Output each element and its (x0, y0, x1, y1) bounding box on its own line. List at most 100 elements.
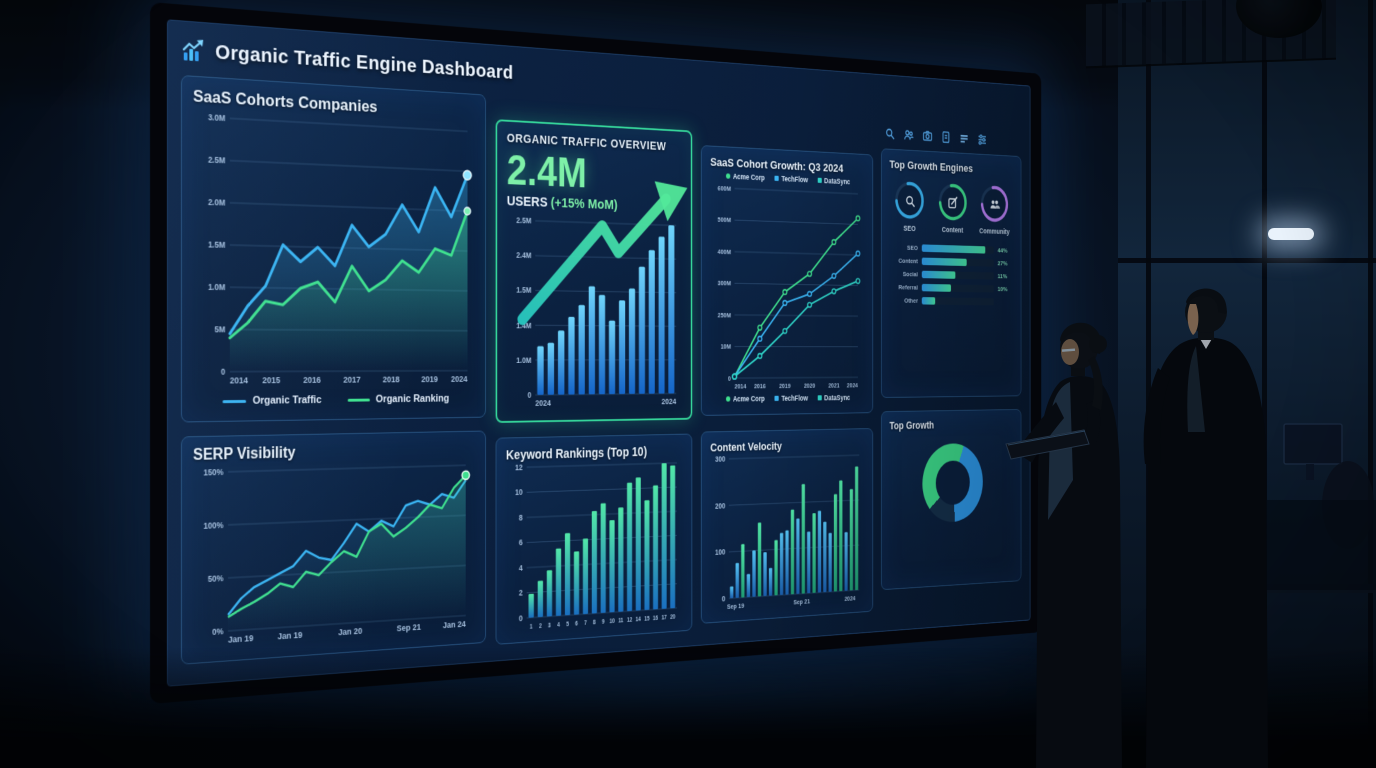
legend-swatch (774, 175, 779, 182)
community-engine-ring: Community (977, 183, 1013, 236)
growth-channel-row: SEO 44% (889, 243, 1013, 254)
svg-text:1.5M: 1.5M (516, 286, 531, 295)
svg-text:2019: 2019 (421, 374, 438, 384)
screen-bezel: Organic Traffic Engine Dashboard SaaS Co… (150, 2, 1042, 704)
search-icon[interactable] (885, 127, 895, 141)
legend-item: Organic Traffic (222, 394, 321, 407)
growth-channel-row: Content 27% (889, 257, 1013, 268)
dashboard: Organic Traffic Engine Dashboard SaaS Co… (166, 19, 1031, 687)
svg-text:2024: 2024 (535, 398, 551, 408)
menu-icon[interactable] (959, 132, 969, 146)
svg-text:10M: 10M (721, 343, 731, 351)
legend-item: Acme Corp (725, 172, 765, 182)
svg-text:0: 0 (528, 391, 532, 399)
svg-text:6: 6 (575, 621, 578, 628)
channel-bar (921, 270, 994, 280)
svg-text:8: 8 (519, 514, 523, 523)
content-engine-ring: Content (934, 181, 970, 235)
svg-text:500M: 500M (718, 216, 731, 224)
users-icon[interactable] (904, 128, 914, 142)
svg-text:50%: 50% (208, 574, 224, 584)
legend-swatch (725, 396, 731, 402)
svg-text:2.0M: 2.0M (208, 198, 225, 208)
channel-value: 10% (997, 285, 1008, 293)
legend-swatch (817, 177, 822, 183)
settings-sliders-icon[interactable] (977, 133, 987, 147)
legend-swatch (222, 399, 247, 403)
svg-text:1: 1 (530, 624, 533, 631)
svg-text:17: 17 (662, 615, 668, 622)
svg-text:0: 0 (728, 375, 731, 383)
svg-text:0%: 0% (212, 627, 224, 637)
svg-text:2020: 2020 (804, 382, 815, 390)
edit-icon (937, 181, 968, 223)
growth-channel-row: Other (889, 297, 1013, 306)
svg-text:2.5M: 2.5M (208, 155, 225, 165)
growth-channel-row: Social 11% (889, 270, 1013, 280)
svg-text:2.4M: 2.4M (516, 251, 531, 260)
svg-text:2019: 2019 (779, 382, 790, 390)
legend-swatch (817, 395, 822, 401)
channel-bar (921, 244, 994, 254)
svg-text:9: 9 (602, 619, 605, 626)
svg-text:Jan 19: Jan 19 (228, 633, 253, 645)
metric-delta: (+15% MoM) (550, 194, 618, 213)
saas-cohorts-line-chart: 3.0M 2.5M 2.0M 1.5M 1.0M 5M 0 2014 2015 2016 2017 2… (193, 106, 475, 391)
svg-text:400M: 400M (718, 248, 731, 256)
svg-text:300: 300 (715, 455, 725, 463)
engine-ring-label: Content (941, 225, 964, 235)
svg-text:Jan 24: Jan 24 (443, 619, 466, 630)
legend-item: DataSync (817, 176, 850, 186)
growth-channel-bars: SEO 44% Content 27% Social 11% Referral 10% Othe… (889, 243, 1013, 306)
legend-swatch (774, 395, 779, 401)
top-growth-donut-chart (922, 442, 983, 524)
panel-title: Top Growth (889, 419, 935, 432)
dashboard-toolbar (885, 125, 1020, 150)
channel-label: Other (904, 296, 918, 305)
svg-text:2018: 2018 (383, 374, 400, 384)
svg-text:1.0M: 1.0M (208, 283, 225, 292)
seo-engine-ring: SEO (891, 179, 928, 233)
svg-text:2.5M: 2.5M (516, 216, 531, 225)
cohort-growth-legend-bottom: Acme Corp TechFlow DataSync (710, 391, 864, 407)
svg-text:12: 12 (627, 617, 633, 624)
panel-title: Top Growth Engines (889, 157, 973, 175)
legend-item: Organic Ranking (347, 393, 449, 405)
svg-text:2024: 2024 (844, 594, 856, 603)
svg-text:Jan 19: Jan 19 (278, 630, 303, 642)
svg-text:2015: 2015 (262, 375, 280, 385)
svg-text:20: 20 (670, 614, 676, 621)
svg-text:3: 3 (548, 623, 551, 630)
channel-value: 11% (997, 272, 1008, 280)
legend-item: DataSync (817, 393, 850, 402)
legend-swatch (725, 173, 731, 179)
svg-text:2024: 2024 (451, 374, 467, 384)
svg-text:8: 8 (593, 619, 596, 626)
svg-text:0: 0 (722, 595, 726, 603)
channel-bar (921, 297, 994, 306)
legend-item: Acme Corp (725, 394, 765, 403)
svg-text:15: 15 (644, 616, 650, 623)
legend-item: TechFlow (774, 394, 808, 403)
cohort-growth-line-chart: 600M 500M 400M 300M 250M 10M 0 2014 2016 2019 2020… (710, 182, 864, 392)
svg-text:Jan 20: Jan 20 (338, 626, 362, 637)
svg-text:2016: 2016 (303, 375, 321, 385)
growth-chart-logo-icon (181, 37, 204, 61)
camera-icon[interactable] (922, 129, 932, 143)
svg-text:2024: 2024 (662, 397, 677, 406)
svg-text:250M: 250M (718, 311, 731, 319)
svg-text:0: 0 (221, 368, 226, 377)
growth-engine-rings: SEO Content Community (891, 179, 1012, 236)
svg-text:5M: 5M (214, 325, 225, 334)
svg-text:7: 7 (584, 620, 587, 627)
svg-text:6: 6 (519, 539, 523, 548)
svg-text:14: 14 (636, 616, 642, 623)
panel-cohort-growth: SaaS Cohort Growth: Q3 2024 Acme Corp Tec… (700, 145, 874, 416)
svg-text:1.5M: 1.5M (208, 240, 225, 250)
panel-top-growth-engines: Top Growth Engines SEO Content Community S… (880, 148, 1022, 398)
svg-text:1.0M: 1.0M (516, 356, 531, 364)
svg-text:12: 12 (515, 463, 523, 472)
users-icon (979, 183, 1010, 225)
document-icon[interactable] (941, 130, 951, 144)
svg-text:2021: 2021 (828, 381, 839, 389)
